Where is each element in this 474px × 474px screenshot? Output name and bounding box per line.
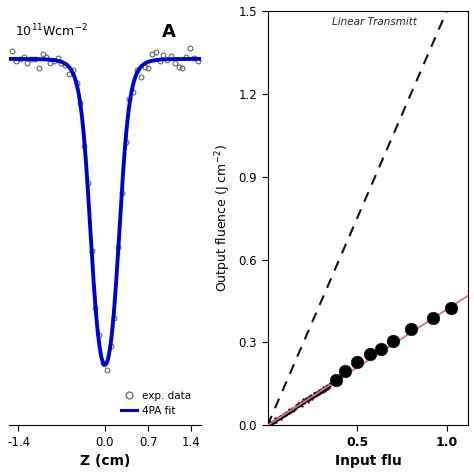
Legend: exp. data, 4PA fit: exp. data, 4PA fit — [117, 387, 195, 420]
Text: A: A — [162, 23, 176, 41]
Text: $10^{11}$Wcm$^{-2}$: $10^{11}$Wcm$^{-2}$ — [15, 23, 88, 40]
Y-axis label: Output fluence (J cm$^{-2}$): Output fluence (J cm$^{-2}$) — [213, 144, 233, 292]
Text: Linear Transmitt: Linear Transmitt — [332, 17, 417, 27]
X-axis label: Z (cm): Z (cm) — [80, 455, 130, 468]
X-axis label: Input flu: Input flu — [335, 455, 401, 468]
